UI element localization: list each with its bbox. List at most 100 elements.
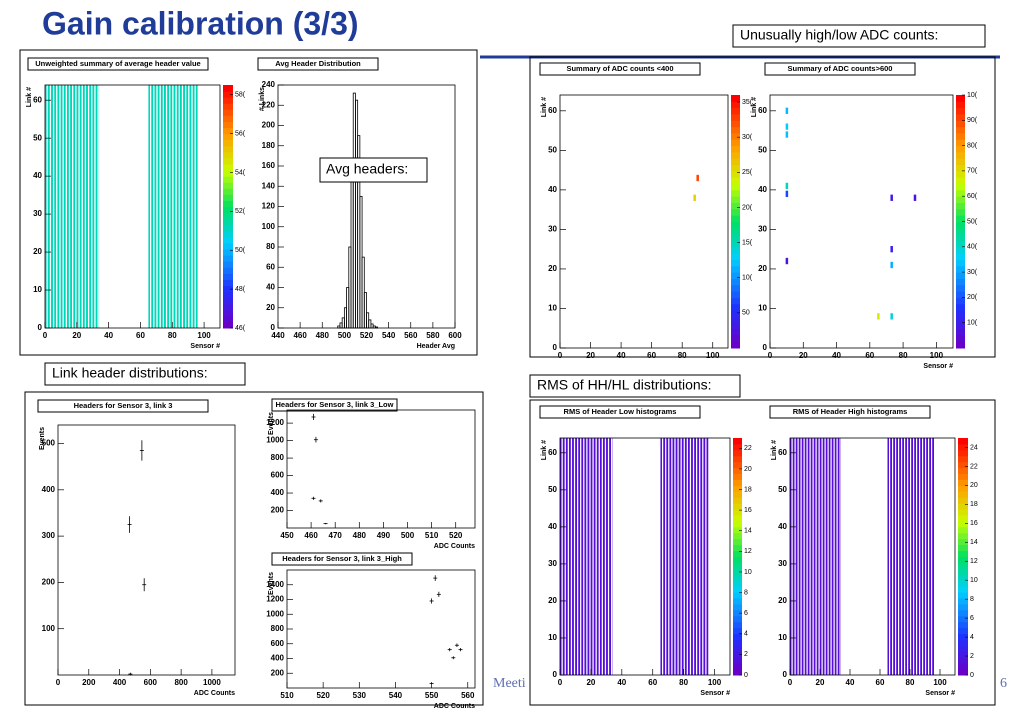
caption: Avg headers: [326,161,408,177]
colorbar-step [958,627,968,635]
colorbar-step [731,113,740,121]
panel [24,391,484,706]
colorbar-step [958,515,968,522]
colorbar-tick-label: 40( [967,244,978,251]
heat-cell [785,190,789,197]
colorbar-step [223,170,233,177]
y-tick-label: 400 [271,488,285,497]
colorbar-step [223,255,233,262]
stripe-gap [800,438,802,675]
stripe-gap [803,438,805,675]
colorbar-step [223,291,233,299]
colorbar-tick-label: 52( [235,208,246,215]
colorbar-step [731,297,740,305]
x-tick-label: 490 [377,531,391,540]
x-tick-label: 460 [293,331,307,340]
chart-title: Avg Header Distribution [275,59,361,68]
stripe-gap [595,438,597,675]
stripe-gap [824,438,826,675]
colorbar-step [956,132,965,140]
y-tick-label: 200 [42,578,56,587]
stripe-gap [696,438,698,675]
colorbar-step [731,208,740,216]
x-tick-label: 60 [136,331,145,340]
colorbar-step [958,592,968,599]
colorbar-step [731,164,740,172]
colorbar-step [223,261,233,268]
y-axis-label: # Links [259,87,266,111]
colorbar-step [958,621,968,629]
stripe-gap [907,438,909,675]
y-tick-label: 200 [271,506,285,515]
x-tick-label: 510 [280,691,294,700]
stripe-gap [62,85,64,328]
colorbar-step [956,139,965,147]
colorbar-tick-label: 18 [744,486,752,493]
colorbar-tick-label: 8 [744,589,748,596]
colorbar-step [956,120,965,128]
colorbar-tick-label: 90( [967,117,978,124]
x-tick-label: 80 [899,351,908,360]
colorbar-step [956,126,965,134]
colorbar-step [731,120,740,128]
stripe-gap [156,85,158,328]
colorbar-step [958,562,968,569]
colorbar-step [956,259,965,267]
colorbar-step [958,538,968,546]
colorbar-step [223,85,233,92]
colorbar-step [731,95,740,102]
colorbar-step [223,303,233,311]
colorbar-step [733,592,742,599]
x-tick-label: 550 [425,691,439,700]
colorbar-step [733,455,742,463]
x-tick-label: 80 [906,678,915,687]
stripe-gap [815,438,817,675]
colorbar-step [223,200,233,207]
stripe-gap [839,438,841,675]
colorbar-tick-label: 48( [235,286,246,293]
stripe-gap [191,85,193,328]
y-tick-label: 30 [758,225,767,234]
colorbar-step [223,127,233,135]
colorbar-step [733,639,742,646]
colorbar-step [958,509,968,516]
colorbar-step [958,657,968,664]
colorbar-tick-label: 22 [970,463,978,470]
colorbar-step [733,633,742,640]
colorbar-step [223,236,233,244]
colorbar-step [958,532,968,540]
colorbar-step [733,586,742,593]
stripe-gap [692,438,695,675]
x-tick-label: 480 [316,331,330,340]
colorbar-step [731,291,740,298]
colorbar-tick-label: 15( [742,239,753,246]
colorbar-step [731,221,740,229]
y-tick-label: 10 [33,285,42,294]
colorbar-step [733,467,742,475]
colorbar-step [956,316,965,324]
colorbar-step [733,515,742,522]
x-tick-label: 20 [586,678,595,687]
colorbar-step [956,253,965,260]
stripe-gap [84,85,87,328]
colorbar-step [733,615,742,623]
y-tick-label: 40 [266,283,275,292]
colorbar-step [956,221,965,229]
colorbar-step [958,473,968,480]
stripe-gap [806,438,808,675]
stripe-gap [662,438,664,675]
colorbar-tick-label: 50( [967,218,978,225]
y-tick-label: 500 [42,439,56,448]
colorbar-tick-label: 50( [235,247,246,254]
stripe-gap [928,438,930,675]
y-tick-label: 30 [33,209,42,218]
stripe-gap [904,438,906,675]
y-axis-label: Events [268,412,275,435]
panel [529,399,996,706]
x-tick-label: 1000 [203,678,221,687]
stripe-gap [78,85,80,328]
x-tick-label: 60 [647,351,656,360]
colorbar-step [223,176,233,183]
stripe-gap [91,85,93,328]
colorbar-tick-label: 10 [744,569,752,576]
